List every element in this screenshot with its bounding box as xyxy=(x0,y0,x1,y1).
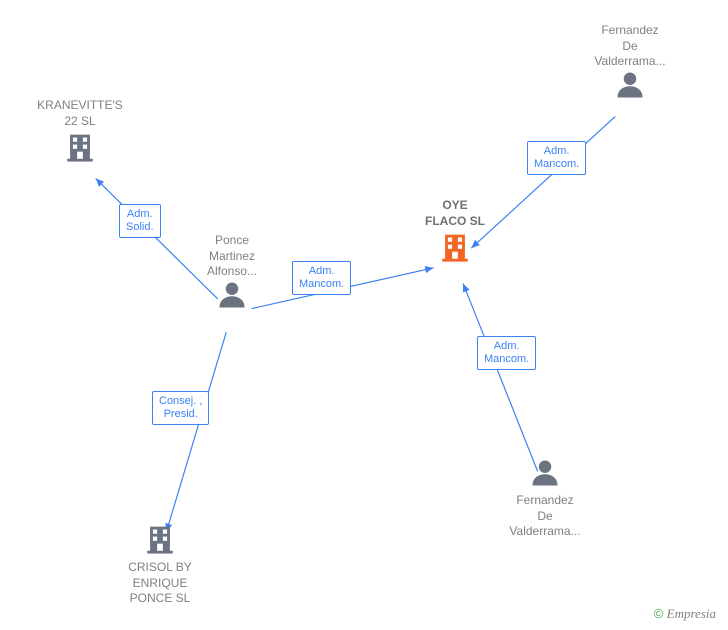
node-label: KRANEVITTE'S 22 SL xyxy=(35,98,125,129)
footer-credit: © Empresia xyxy=(654,606,716,622)
building-icon xyxy=(143,521,177,560)
edge-line xyxy=(166,332,226,532)
node-crisol[interactable]: CRISOL BY ENRIQUE PONCE SL xyxy=(115,521,205,607)
building-icon xyxy=(438,229,472,268)
edge-label: Consej. , Presid. xyxy=(152,391,209,425)
edge-label: Adm. Mancom. xyxy=(477,336,536,370)
copyright-symbol: © xyxy=(654,606,664,621)
edge-label: Adm. Solid. xyxy=(119,204,161,238)
node-kranevittes[interactable]: KRANEVITTE'S 22 SL xyxy=(35,98,125,168)
edge-line xyxy=(463,283,538,471)
node-ponce[interactable]: Ponce Martinez Alfonso... xyxy=(187,233,277,315)
person-icon xyxy=(217,280,247,315)
edge-label: Adm. Mancom. xyxy=(527,141,586,175)
node-fernandez2[interactable]: Fernandez De Valderrama... xyxy=(500,458,590,540)
node-label: Fernandez De Valderrama... xyxy=(585,23,675,70)
edge-label: Adm. Mancom. xyxy=(292,261,351,295)
node-label: Fernandez De Valderrama... xyxy=(500,493,590,540)
node-oye_flaco[interactable]: OYE FLACO SL xyxy=(410,198,500,268)
node-label: CRISOL BY ENRIQUE PONCE SL xyxy=(115,560,205,607)
building-icon xyxy=(63,129,97,168)
node-fernandez1[interactable]: Fernandez De Valderrama... xyxy=(585,23,675,105)
node-label: Ponce Martinez Alfonso... xyxy=(187,233,277,280)
brand-name: Empresia xyxy=(667,606,716,621)
person-icon xyxy=(530,458,560,493)
person-icon xyxy=(615,70,645,105)
node-label: OYE FLACO SL xyxy=(410,198,500,229)
